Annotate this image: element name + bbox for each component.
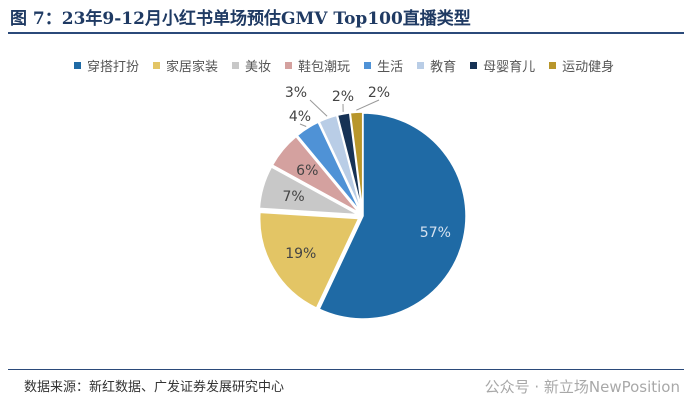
legend-swatch — [417, 62, 425, 69]
pie-slice — [318, 112, 467, 320]
legend-item: 母婴育儿 — [470, 56, 535, 75]
legend-item: 美妆 — [232, 56, 271, 75]
legend-item: 教育 — [417, 56, 456, 75]
slice-label: 2% — [332, 89, 354, 105]
legend-swatch — [549, 62, 557, 69]
legend-item: 生活 — [364, 56, 403, 75]
legend-item: 穿搭打扮 — [74, 56, 139, 75]
legend-swatch — [285, 62, 293, 69]
legend-swatch — [74, 62, 81, 69]
pie-slice — [258, 211, 360, 310]
pie-slice — [296, 121, 361, 213]
legend-label: 家居家装 — [166, 60, 219, 75]
pie-slice — [271, 135, 360, 214]
pie-slice — [318, 114, 363, 212]
pie-slice — [258, 165, 359, 216]
leader-line — [356, 99, 380, 111]
legend-swatch — [470, 62, 478, 69]
legend-swatch — [364, 62, 372, 69]
slice-label: 4% — [289, 109, 311, 125]
legend-item: 运动健身 — [549, 56, 614, 75]
legend-swatch — [232, 62, 240, 69]
legend-label: 教育 — [430, 60, 457, 75]
legend-swatch — [153, 62, 161, 69]
chart-legend: 穿搭打扮 家居家装 美妆 鞋包潮玩 生活 教育 母婴育儿 运动健身 — [74, 54, 628, 75]
legend-item: 家居家装 — [153, 56, 218, 75]
pie-chart: 57% 19% 7% 6% 4% 3% 2% 2% — [258, 85, 467, 320]
data-source-note: 数据来源：新红数据、广发证券发展研究中心 — [24, 380, 285, 395]
slice-label: 6% — [296, 163, 318, 179]
header: 图 7：23年9-12月小红书单场预估GMV Top100直播类型 — [0, 0, 690, 34]
legend-label: 美妆 — [245, 60, 272, 75]
leader-line — [299, 123, 307, 127]
slice-label: 57% — [420, 225, 451, 241]
legend-label: 母婴育儿 — [483, 60, 536, 75]
pie-slice — [349, 111, 364, 212]
slice-label: 7% — [282, 189, 304, 205]
legend-label: 鞋包潮玩 — [298, 60, 351, 75]
slice-label: 2% — [368, 85, 390, 101]
legend-item: 鞋包潮玩 — [285, 56, 350, 75]
leader-line — [309, 99, 328, 117]
legend-label: 生活 — [377, 60, 404, 75]
figure-title: 图 7：23年9-12月小红书单场预估GMV Top100直播类型 — [10, 9, 471, 29]
bottom-rule — [8, 369, 684, 370]
top-rule — [8, 32, 684, 34]
legend-label: 穿搭打扮 — [87, 60, 140, 75]
watermark: 公众号 · 新立场NewPosition — [484, 378, 680, 396]
slice-label: 19% — [285, 246, 316, 262]
legend-label: 运动健身 — [562, 60, 615, 75]
slice-label: 3% — [285, 85, 307, 101]
